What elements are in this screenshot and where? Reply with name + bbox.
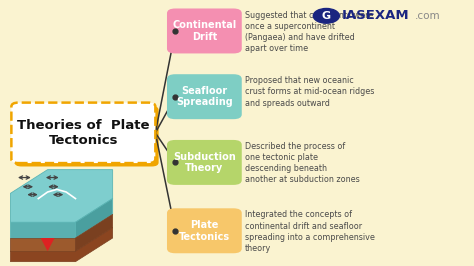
Text: G: G [322, 11, 331, 21]
Text: Suggested that continents were
once a supercontinent
(Pangaea) and have drifted
: Suggested that continents were once a su… [245, 11, 374, 53]
FancyBboxPatch shape [167, 9, 242, 53]
Text: Seafloor
Spreading: Seafloor Spreading [176, 86, 233, 107]
FancyBboxPatch shape [167, 140, 242, 185]
Text: Theories of  Plate
Tectonics: Theories of Plate Tectonics [17, 119, 150, 147]
Text: .com: .com [415, 11, 440, 21]
FancyBboxPatch shape [11, 103, 155, 163]
Circle shape [313, 9, 339, 23]
Polygon shape [41, 238, 55, 251]
Text: Plate
Tectonics: Plate Tectonics [179, 220, 230, 242]
FancyBboxPatch shape [167, 74, 242, 119]
Text: Proposed that new oceanic
crust forms at mid-ocean ridges
and spreads outward: Proposed that new oceanic crust forms at… [245, 76, 374, 107]
Polygon shape [10, 170, 113, 222]
Text: Continental
Drift: Continental Drift [172, 20, 237, 42]
Polygon shape [10, 238, 75, 251]
Text: Described the process of
one tectonic plate
descending beneath
another at subduc: Described the process of one tectonic pl… [245, 142, 360, 184]
Text: Integrated the concepts of
continental drift and seafloor
spreading into a compr: Integrated the concepts of continental d… [245, 210, 375, 253]
Polygon shape [75, 214, 113, 251]
FancyBboxPatch shape [167, 208, 242, 253]
Polygon shape [10, 222, 75, 238]
Polygon shape [75, 199, 113, 238]
Text: Subduction
Theory: Subduction Theory [173, 152, 236, 173]
Text: IASEXAM: IASEXAM [342, 9, 409, 22]
Polygon shape [10, 227, 113, 262]
FancyBboxPatch shape [15, 106, 159, 167]
